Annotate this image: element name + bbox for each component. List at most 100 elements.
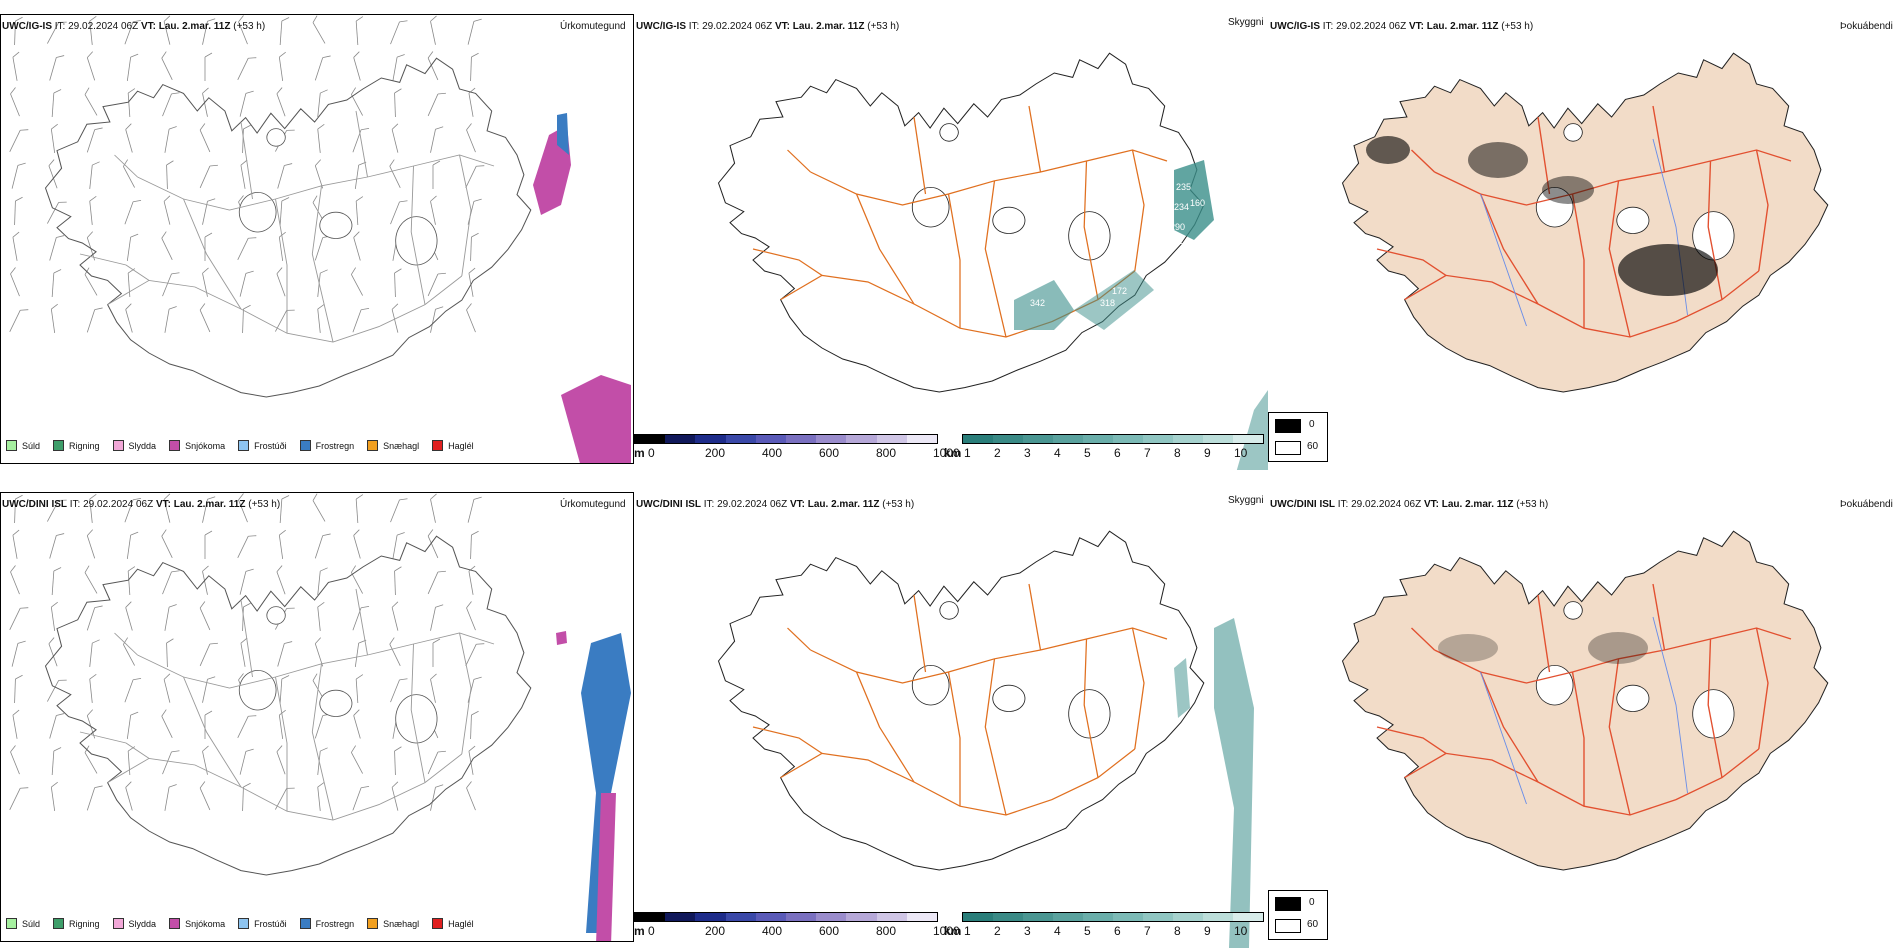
cbar-tick: 1000 <box>933 924 960 938</box>
legend-item: Rigning <box>53 918 100 929</box>
fog-map <box>1341 52 1829 393</box>
cloud-label: 172 <box>1112 286 1127 296</box>
cbar-tick: 8 <box>1174 446 1181 460</box>
cbar-tick: 3 <box>1024 924 1031 938</box>
legend-item: Slydda <box>112 440 157 451</box>
legend-swatch <box>432 918 444 929</box>
colorbar-km: km 1 2 3 4 5 6 7 8 9 10 <box>944 912 1264 938</box>
legend-label: Rigning <box>69 440 100 451</box>
field-title-fog: Þokuábendi <box>1840 499 1893 510</box>
field-title-cloud: Skyggni <box>1228 17 1264 28</box>
legend-label: Súld <box>22 440 41 451</box>
valid-time: VT: Lau. 2.mar. 11Z <box>1423 499 1514 510</box>
valid-time: VT: Lau. 2.mar. 11Z <box>1408 21 1499 32</box>
cbar-tick: 4 <box>1054 924 1061 938</box>
panel-cloud: UWC/DINI ISL IT: 29.02.2024 06Z VT: Lau.… <box>634 478 1268 950</box>
cbar-tick: 200 <box>705 446 726 460</box>
cbar-tick: 1 <box>964 924 971 938</box>
legend-label: Rigning <box>69 918 100 929</box>
colorbar-km: km 1 2 3 4 5 6 7 8 9 10 <box>944 434 1264 460</box>
legend-item: Súld <box>6 440 40 451</box>
cbar-tick: 400 <box>762 924 783 938</box>
legend-label: Snæhagl <box>383 440 420 451</box>
colorbar-m: m 0 200 400 600 800 1000 <box>634 434 960 460</box>
lead-time: (+53 h) <box>233 21 266 32</box>
cbar-tick: 8 <box>1174 924 1181 938</box>
fog-legend-bottom: 60 <box>1307 441 1319 452</box>
panel-fog: UWC/IG-IS IT: 29.02.2024 06Z VT: Lau. 2.… <box>1268 0 1900 472</box>
cbar-tick: 7 <box>1144 446 1151 460</box>
header-precip: UWC/DINI ISL IT: 29.02.2024 06Z VT: Lau.… <box>2 499 280 510</box>
panel-precip-type: UWC/IG-IS IT: 29.02.2024 06Z VT: Lau. 2.… <box>0 0 634 472</box>
model-name: UWC/DINI ISL <box>2 499 67 510</box>
cbar-tick: 9 <box>1204 924 1211 938</box>
cbar-unit: m <box>634 446 645 460</box>
panel-fog: UWC/DINI ISL IT: 29.02.2024 06Z VT: Lau.… <box>1268 478 1900 950</box>
cbar-tick: 10 <box>1234 924 1248 938</box>
init-time: IT: 29.02.2024 06Z <box>69 499 154 510</box>
colorbar-m: m 0 200 400 600 800 1000 <box>634 912 960 938</box>
legend-swatch <box>112 440 124 451</box>
legend-item: Rigning <box>53 440 100 451</box>
precip-map-frame <box>0 492 634 942</box>
cloud-label: 160 <box>1190 198 1205 208</box>
cbar-unit: m <box>634 924 645 938</box>
init-time: IT: 29.02.2024 06Z <box>703 499 788 510</box>
legend-swatch <box>53 918 65 929</box>
lead-time: (+53 h) <box>867 21 900 32</box>
cloud-label: 582 <box>1168 236 1183 246</box>
valid-time: VT: Lau. 2.mar. 11Z <box>774 21 865 32</box>
legend-swatch <box>53 440 65 451</box>
legend-swatch <box>169 918 181 929</box>
cbar-tick: 2 <box>994 446 1001 460</box>
legend-swatch <box>367 918 379 929</box>
legend-label: Haglél <box>448 440 474 451</box>
field-title-fog: Þokuábendi <box>1840 21 1893 32</box>
cbar-tick: 600 <box>819 446 840 460</box>
cbar-tick: 6 <box>1114 924 1121 938</box>
cbar-tick: 7 <box>1144 924 1151 938</box>
cbar-tick: 4 <box>1054 446 1061 460</box>
fog-legend: 0 60 <box>1268 412 1328 462</box>
field-title-precip: Úrkomutegund <box>560 499 626 510</box>
legend-label: Frostregn <box>315 918 355 929</box>
init-time: IT: 29.02.2024 06Z <box>1337 499 1422 510</box>
legend-item: Frostúði <box>238 440 287 451</box>
panel-cloud: 235 234 160 290 582 342 172 318 UWC/IG-IS IT: 29… <box>634 0 1268 472</box>
legend-item: Frostregn <box>299 440 354 451</box>
legend-item: Haglél <box>432 440 474 451</box>
cbar-tick: 1000 <box>933 446 960 460</box>
lead-time: (+53 h) <box>248 499 281 510</box>
legend-item: Snæhagl <box>367 918 419 929</box>
precip-legend: Súld Rigning Slydda Snjókoma Frostúði Frostre… <box>6 440 487 451</box>
init-time: IT: 29.02.2024 06Z <box>688 21 773 32</box>
cbar-unit: km <box>944 446 962 460</box>
lead-time: (+53 h) <box>882 499 915 510</box>
header-precip: UWC/IG-IS IT: 29.02.2024 06Z VT: Lau. 2.… <box>2 21 265 32</box>
cloud-label: 235 <box>1176 182 1191 192</box>
legend-item: Frostregn <box>299 918 355 929</box>
init-time: IT: 29.02.2024 06Z <box>1322 21 1407 32</box>
cloud-label: 318 <box>1100 298 1115 308</box>
legend-swatch <box>6 440 17 451</box>
valid-time: VT: Lau. 2.mar. 11Z <box>155 499 246 510</box>
cbar-tick: 0 <box>648 446 655 460</box>
legend-label: Haglél <box>448 918 474 929</box>
lead-time: (+53 h) <box>1501 21 1534 32</box>
cbar-tick: 1 <box>964 446 971 460</box>
field-title-precip: Úrkomutegund <box>560 21 626 32</box>
cloud-label: 342 <box>1030 298 1045 308</box>
legend-item: Snjókoma <box>169 918 225 929</box>
field-title-cloud: Skyggni <box>1228 495 1264 506</box>
model-name: UWC/DINI ISL <box>1270 499 1335 510</box>
legend-swatch <box>238 918 250 929</box>
legend-swatch <box>299 918 311 929</box>
legend-label: Slydda <box>128 440 157 451</box>
legend-swatch <box>432 440 444 451</box>
valid-time: VT: Lau. 2.mar. 11Z <box>140 21 231 32</box>
legend-label: Snæhagl <box>383 918 420 929</box>
legend-label: Frostúði <box>254 918 287 929</box>
fog-legend-top: 0 <box>1309 419 1315 430</box>
legend-item: Haglél <box>432 918 474 929</box>
